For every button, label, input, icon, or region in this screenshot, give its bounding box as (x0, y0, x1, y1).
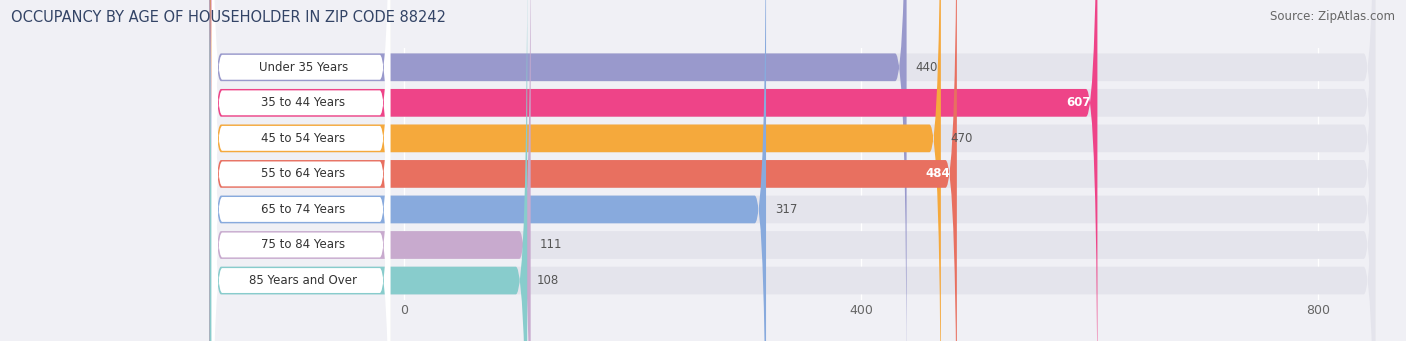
FancyBboxPatch shape (209, 0, 1375, 341)
Text: 470: 470 (950, 132, 973, 145)
Text: 75 to 84 Years: 75 to 84 Years (262, 238, 346, 252)
Text: OCCUPANCY BY AGE OF HOUSEHOLDER IN ZIP CODE 88242: OCCUPANCY BY AGE OF HOUSEHOLDER IN ZIP C… (11, 10, 446, 25)
FancyBboxPatch shape (209, 0, 527, 341)
Text: Source: ZipAtlas.com: Source: ZipAtlas.com (1270, 10, 1395, 23)
Text: 484: 484 (925, 167, 950, 180)
Text: 35 to 44 Years: 35 to 44 Years (262, 96, 346, 109)
FancyBboxPatch shape (209, 0, 907, 341)
FancyBboxPatch shape (212, 0, 389, 341)
FancyBboxPatch shape (209, 0, 1375, 341)
Text: 55 to 64 Years: 55 to 64 Years (262, 167, 346, 180)
FancyBboxPatch shape (212, 0, 389, 341)
FancyBboxPatch shape (212, 0, 389, 341)
Text: 111: 111 (540, 238, 562, 252)
FancyBboxPatch shape (209, 0, 1375, 341)
Text: 65 to 74 Years: 65 to 74 Years (262, 203, 346, 216)
FancyBboxPatch shape (209, 0, 957, 341)
FancyBboxPatch shape (209, 0, 941, 341)
FancyBboxPatch shape (209, 0, 1375, 341)
FancyBboxPatch shape (209, 0, 1375, 341)
FancyBboxPatch shape (212, 0, 389, 341)
Text: 85 Years and Over: 85 Years and Over (249, 274, 357, 287)
Text: 45 to 54 Years: 45 to 54 Years (262, 132, 346, 145)
Text: 317: 317 (775, 203, 797, 216)
Text: Under 35 Years: Under 35 Years (259, 61, 347, 74)
FancyBboxPatch shape (212, 0, 389, 341)
Text: 607: 607 (1066, 96, 1091, 109)
FancyBboxPatch shape (209, 0, 1375, 341)
Text: 440: 440 (915, 61, 938, 74)
FancyBboxPatch shape (212, 0, 389, 341)
FancyBboxPatch shape (209, 0, 1375, 341)
FancyBboxPatch shape (212, 0, 389, 341)
Text: 108: 108 (536, 274, 558, 287)
FancyBboxPatch shape (209, 0, 766, 341)
FancyBboxPatch shape (209, 0, 1098, 341)
FancyBboxPatch shape (209, 0, 530, 341)
